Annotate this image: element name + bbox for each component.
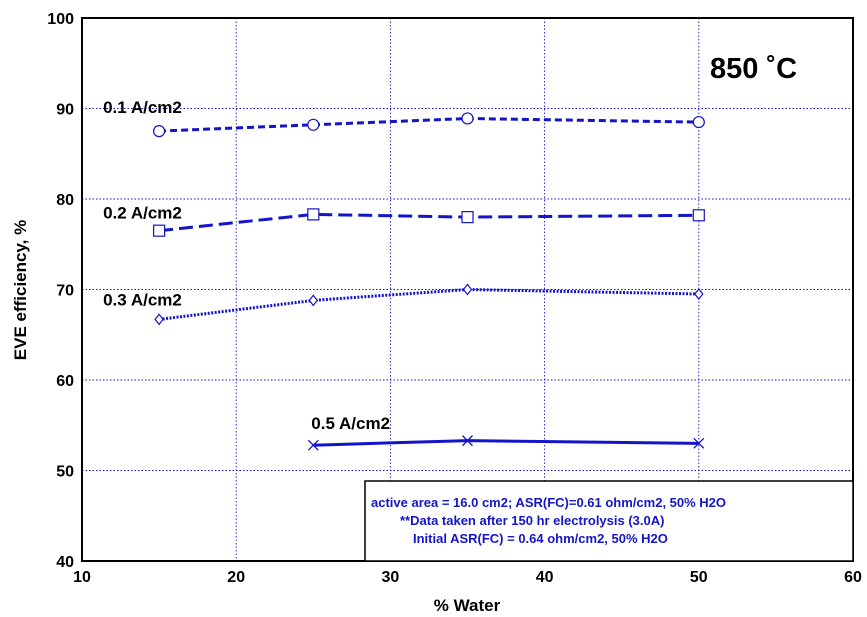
y-tick-label: 70 — [56, 283, 74, 300]
series-line — [159, 116, 699, 133]
data-point — [462, 435, 473, 447]
y-tick-labels: 40 50 60 70 80 90 100 — [47, 11, 74, 571]
y-tick-label: 100 — [47, 11, 74, 28]
note-line-2: **Data taken after 150 hr electrolysis (… — [400, 513, 664, 528]
data-point — [153, 125, 166, 138]
data-point — [693, 437, 705, 449]
series-line — [158, 212, 699, 233]
data-point — [461, 211, 474, 224]
series-1 — [153, 112, 705, 138]
data-point — [694, 288, 704, 300]
y-tick-label: 50 — [56, 464, 74, 481]
x-tick-label: 60 — [844, 569, 862, 586]
x-tick-label: 50 — [690, 569, 708, 586]
y-axis-title: EVE efficiency, % — [11, 220, 30, 360]
temperature-label: 850 ˚C — [710, 53, 797, 85]
data-point — [461, 112, 474, 125]
data-point — [692, 209, 705, 222]
x-tick-label: 30 — [382, 569, 400, 586]
x-tick-labels: 10 20 30 40 50 60 — [73, 569, 862, 586]
series-labels: 0.1 A/cm2 0.2 A/cm2 0.3 A/cm2 0.5 A/cm2 — [103, 98, 390, 433]
y-tick-label: 40 — [56, 554, 74, 571]
series-label: 0.1 A/cm2 — [103, 98, 182, 117]
y-tick-label: 80 — [56, 192, 74, 209]
note-line-1: active area = 16.0 cm2; ASR(FC)=0.61 ohm… — [371, 495, 726, 510]
data-point — [692, 115, 705, 129]
x-tick-label: 20 — [227, 569, 245, 586]
series-3 — [154, 283, 704, 326]
data-point — [307, 208, 320, 221]
note-box: active area = 16.0 cm2; ASR(FC)=0.61 ohm… — [364, 480, 854, 562]
data-point — [307, 439, 319, 451]
series-line — [158, 287, 699, 321]
note-box-frame — [364, 480, 854, 562]
series-label: 0.5 A/cm2 — [311, 414, 390, 433]
x-axis-title: % Water — [434, 596, 501, 615]
x-tick-label: 10 — [73, 569, 91, 586]
data-point — [462, 283, 473, 296]
x-tick-label: 40 — [536, 569, 554, 586]
series-2 — [153, 208, 705, 237]
y-tick-label: 60 — [56, 373, 74, 390]
series-layer — [153, 112, 705, 451]
data-point — [154, 313, 164, 326]
data-point — [153, 224, 166, 237]
data-point — [308, 294, 319, 307]
data-point — [307, 118, 320, 131]
series-label: 0.2 A/cm2 — [103, 204, 182, 223]
series-label: 0.3 A/cm2 — [103, 290, 182, 309]
note-line-3: Initial ASR(FC) = 0.64 ohm/cm2, 50% H2O — [413, 531, 668, 546]
y-tick-label: 90 — [56, 102, 74, 119]
series-4 — [307, 435, 705, 451]
